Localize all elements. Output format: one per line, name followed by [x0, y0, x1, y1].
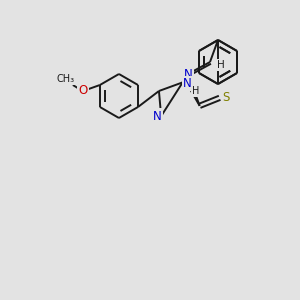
Text: CH₃: CH₃: [57, 74, 75, 84]
Text: O: O: [78, 85, 88, 98]
Text: H: H: [217, 60, 225, 70]
Text: N: N: [153, 110, 161, 123]
Text: N: N: [184, 68, 192, 80]
Text: N: N: [183, 77, 192, 90]
Text: S: S: [222, 91, 230, 104]
Text: H: H: [192, 86, 199, 96]
